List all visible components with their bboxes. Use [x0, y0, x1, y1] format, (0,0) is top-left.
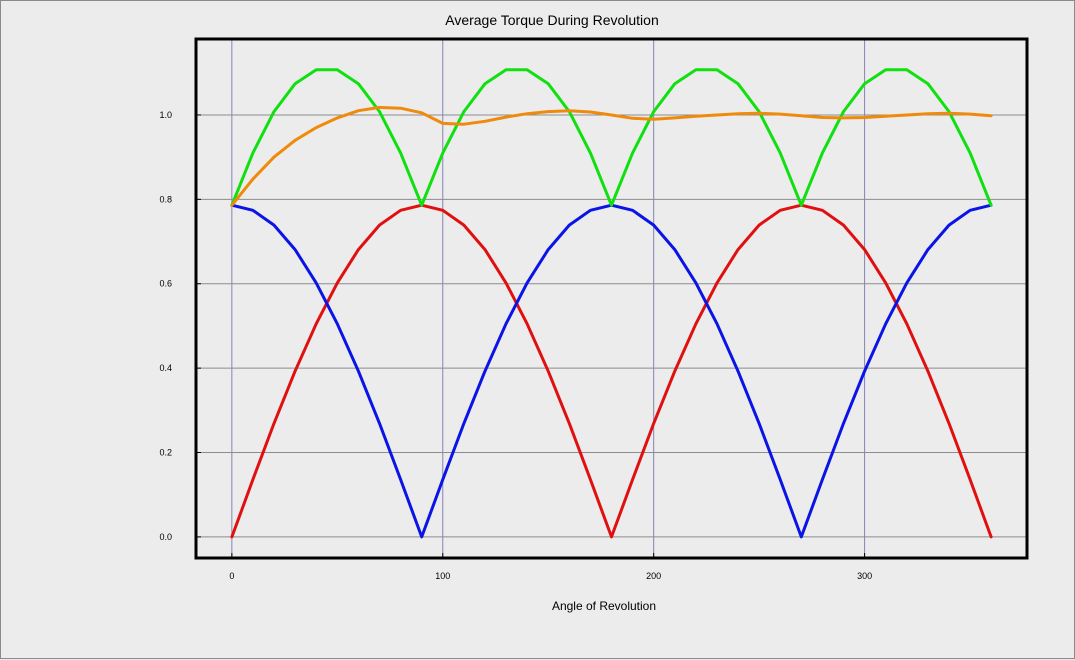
y-tick-label: 0.0 [159, 532, 172, 542]
y-tick-label: 0.2 [159, 448, 172, 458]
x-axis-label: Angle of Revolution [552, 599, 656, 613]
plot-background [196, 39, 1027, 558]
x-tick-label: 100 [435, 571, 450, 581]
series-line-1 [230, 203, 993, 539]
series-line-3 [230, 68, 993, 207]
x-tick-label: 0 [229, 571, 234, 581]
plot-frame [194, 37, 1029, 560]
plot-area: 0.0 0.2 0.4 0.6 0.8 1.0 0 100 200 300 [159, 37, 1029, 581]
y-tick-label: 1.0 [159, 110, 172, 120]
y-tick-label: 0.4 [159, 363, 172, 373]
chart-title: Average Torque During Revolution [445, 12, 659, 28]
x-tick-label: 300 [857, 571, 872, 581]
x-tick-label: 200 [646, 571, 661, 581]
series-line-4 [230, 105, 993, 207]
y-tick-label: 0.8 [159, 194, 172, 204]
y-tick-label: 0.6 [159, 279, 172, 289]
